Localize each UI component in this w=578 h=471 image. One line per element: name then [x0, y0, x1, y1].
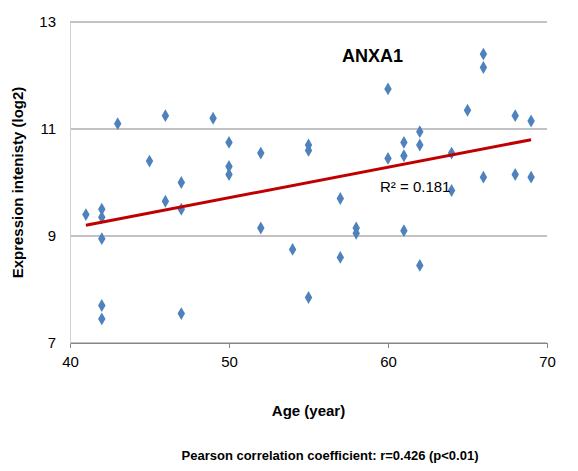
point [162, 109, 169, 122]
point [162, 195, 169, 208]
point [384, 82, 391, 95]
point [352, 227, 359, 240]
x-tick: 50 [221, 343, 238, 370]
point [337, 192, 344, 205]
point [480, 48, 487, 61]
point [98, 312, 105, 325]
x-tick-mark [547, 343, 548, 348]
x-tick-mark [70, 343, 71, 348]
y-tick: 9 [48, 227, 70, 244]
point [225, 136, 232, 149]
point [114, 117, 121, 130]
grid-line [70, 22, 547, 23]
x-tick: 60 [380, 343, 397, 370]
point [257, 147, 264, 160]
point [146, 155, 153, 168]
annotation: R² = 0.181 [380, 178, 450, 195]
point [209, 112, 216, 125]
point [305, 144, 312, 157]
point [82, 208, 89, 221]
point [511, 168, 518, 181]
point [416, 259, 423, 272]
y-tick: 11 [40, 120, 70, 137]
plot-area: 40 50 60 70 7 9 11 13 ANXA1 R² = 0.181 [39, 13, 556, 369]
y-tick-label: 11 [40, 120, 56, 137]
point [416, 139, 423, 152]
y-tick: 13 [39, 13, 70, 30]
point [400, 224, 407, 237]
grid-line [70, 129, 547, 130]
point [305, 291, 312, 304]
point [257, 222, 264, 235]
x-tick-label: 60 [380, 353, 397, 370]
grid-line [70, 236, 547, 237]
x-tick-mark [229, 343, 230, 348]
point [225, 168, 232, 181]
y-axis: 7 9 11 13 [39, 13, 70, 351]
x-tick: 40 [62, 343, 79, 370]
point [480, 61, 487, 74]
point [416, 125, 423, 138]
point [289, 243, 296, 256]
y-tick: 7 [48, 334, 70, 351]
point [178, 307, 185, 320]
y-tick-label: 7 [48, 334, 56, 351]
point [400, 136, 407, 149]
point [98, 299, 105, 312]
x-tick-label: 70 [539, 353, 556, 370]
x-tick: 70 [539, 343, 556, 370]
y-tick-label: 13 [39, 13, 56, 30]
title: ANXA1 [342, 46, 403, 66]
x-axis-line [71, 344, 548, 349]
point [511, 109, 518, 122]
point [464, 104, 471, 117]
point [98, 232, 105, 245]
point [400, 149, 407, 162]
chart: 40 50 60 70 7 9 11 13 ANXA1 R² = 0.181 Age (year) E… [0, 0, 578, 471]
footnote: Pearson correlation coefficient: r=0.426… [182, 448, 479, 463]
x-tick-label: 40 [62, 353, 79, 370]
point [527, 115, 534, 128]
point [480, 171, 487, 184]
point [178, 176, 185, 189]
marks [82, 48, 535, 326]
point [527, 171, 534, 184]
x-axis-title: Age (year) [272, 402, 345, 419]
y-axis-title: Expression intenisty (log2) [9, 87, 26, 279]
trend-line [86, 140, 531, 226]
x-axis: 40 50 60 70 [62, 343, 556, 370]
point [384, 152, 391, 165]
point [178, 203, 185, 216]
x-tick-mark [388, 343, 389, 348]
x-tick-label: 50 [221, 353, 238, 370]
point [337, 251, 344, 264]
grid [70, 22, 547, 343]
y-axis-line [70, 23, 71, 344]
y-tick-label: 9 [48, 227, 56, 244]
